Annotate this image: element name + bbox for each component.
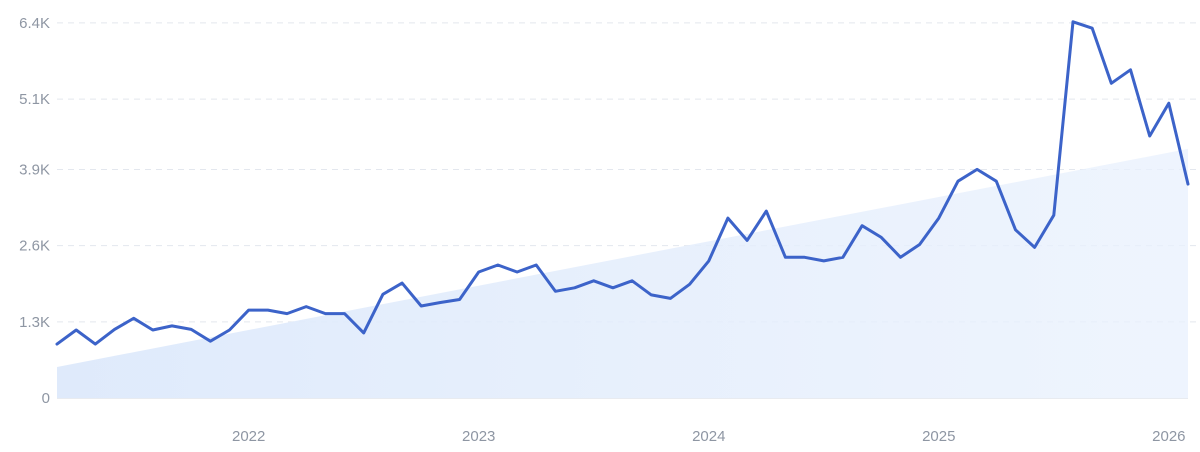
data-point bbox=[1071, 20, 1075, 24]
y-tick-label: 5.1K bbox=[19, 91, 50, 108]
data-point bbox=[285, 312, 289, 316]
data-point bbox=[803, 255, 807, 259]
data-point bbox=[630, 279, 634, 283]
data-point bbox=[822, 259, 826, 263]
data-point bbox=[132, 316, 136, 320]
x-tick-label: 2025 bbox=[922, 428, 955, 445]
data-point bbox=[1014, 228, 1018, 232]
y-tick-label: 2.6K bbox=[19, 238, 50, 255]
data-point bbox=[170, 324, 174, 328]
data-point bbox=[515, 270, 519, 274]
data-point bbox=[1109, 81, 1113, 85]
data-point bbox=[918, 243, 922, 247]
data-point bbox=[438, 301, 442, 305]
data-point bbox=[1033, 245, 1037, 249]
data-point bbox=[381, 292, 385, 296]
data-point bbox=[783, 255, 787, 259]
y-axis: 0 1.3K 2.6K 3.9K 5.1K 6.4K bbox=[19, 15, 50, 407]
data-point bbox=[879, 235, 883, 239]
data-point bbox=[247, 308, 251, 312]
data-point bbox=[343, 312, 347, 316]
data-point bbox=[400, 281, 404, 285]
data-point bbox=[745, 238, 749, 242]
y-tick-label: 1.3K bbox=[19, 314, 50, 331]
data-point bbox=[1052, 213, 1056, 217]
data-point bbox=[151, 328, 155, 332]
y-tick-label: 0 bbox=[42, 390, 50, 407]
data-point bbox=[323, 312, 327, 316]
x-tick-label: 2024 bbox=[692, 428, 725, 445]
data-point bbox=[458, 298, 462, 302]
data-point bbox=[707, 259, 711, 263]
data-point bbox=[956, 179, 960, 183]
data-point bbox=[1129, 68, 1133, 72]
y-tick-label: 6.4K bbox=[19, 15, 50, 32]
trend-area bbox=[57, 148, 1188, 398]
data-point bbox=[592, 279, 596, 283]
data-point bbox=[688, 282, 692, 286]
data-point bbox=[93, 342, 97, 346]
data-point bbox=[534, 263, 538, 267]
data-point bbox=[496, 263, 500, 267]
data-point bbox=[841, 255, 845, 259]
data-point bbox=[573, 286, 577, 290]
data-point bbox=[975, 167, 979, 171]
data-point bbox=[937, 216, 941, 220]
data-point bbox=[208, 339, 212, 343]
data-point bbox=[1148, 134, 1152, 138]
data-point bbox=[55, 342, 59, 346]
data-point bbox=[860, 224, 864, 228]
x-tick-label: 2023 bbox=[462, 428, 495, 445]
series-line bbox=[55, 20, 1190, 346]
data-point bbox=[477, 270, 481, 274]
data-point bbox=[764, 209, 768, 213]
data-point bbox=[1090, 26, 1094, 30]
data-point bbox=[611, 286, 615, 290]
data-point bbox=[726, 216, 730, 220]
data-point bbox=[1186, 182, 1190, 186]
data-point bbox=[668, 296, 672, 300]
data-point bbox=[266, 308, 270, 312]
y-tick-label: 3.9K bbox=[19, 161, 50, 178]
x-axis: 2022 2023 2024 2025 2026 bbox=[232, 428, 1186, 445]
data-point bbox=[189, 327, 193, 331]
data-point bbox=[649, 293, 653, 297]
data-point bbox=[304, 305, 308, 309]
x-tick-label: 2022 bbox=[232, 428, 265, 445]
x-tick-label: 2026 bbox=[1152, 428, 1185, 445]
data-point bbox=[553, 289, 557, 293]
data-point bbox=[899, 255, 903, 259]
data-point bbox=[74, 328, 78, 332]
data-point bbox=[1167, 101, 1171, 105]
data-point bbox=[419, 304, 423, 308]
data-point bbox=[994, 179, 998, 183]
data-point bbox=[113, 327, 117, 331]
data-point bbox=[228, 328, 232, 332]
data-point bbox=[362, 331, 366, 335]
